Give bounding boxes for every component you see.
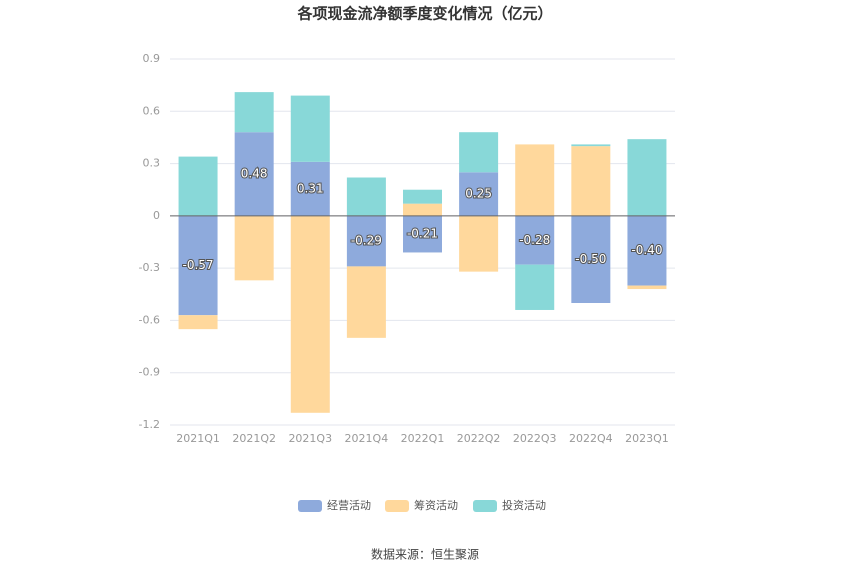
y-tick-label: -0.9 — [139, 366, 160, 379]
legend-swatch — [473, 500, 497, 512]
x-tick-label: 2022Q3 — [513, 432, 557, 445]
bar — [571, 144, 611, 147]
bar — [627, 215, 667, 286]
bar — [403, 189, 442, 204]
bar — [459, 132, 499, 173]
data-label: -0.21 — [407, 227, 438, 241]
bar — [515, 264, 555, 310]
bar — [403, 203, 442, 216]
bar — [346, 177, 386, 216]
x-tick-label: 2021Q1 — [176, 432, 220, 445]
legend-label: 投资活动 — [502, 498, 546, 512]
chart-title: 各项现金流净额季度变化情况（亿元） — [296, 5, 552, 23]
bar — [627, 139, 667, 216]
bar — [515, 144, 555, 216]
y-tick-label: -1.2 — [139, 418, 160, 431]
data-label: -0.28 — [519, 233, 550, 247]
bar — [346, 266, 386, 338]
y-tick-label: 0.6 — [143, 104, 161, 117]
bar — [459, 215, 499, 272]
bar — [234, 132, 274, 216]
x-tick-label: 2021Q3 — [288, 432, 332, 445]
y-tick-label: 0.9 — [143, 52, 161, 65]
bar — [571, 215, 611, 303]
bar — [515, 215, 555, 265]
legend-swatch — [385, 500, 409, 512]
bar — [627, 285, 667, 290]
bar — [403, 215, 442, 253]
x-tick-label: 2022Q4 — [569, 432, 613, 445]
data-label: -0.40 — [631, 243, 662, 257]
data-label: -0.29 — [351, 234, 382, 248]
bar — [290, 161, 330, 216]
legend-label: 筹资活动 — [414, 498, 458, 512]
y-tick-label: -0.6 — [139, 313, 160, 326]
bar — [234, 215, 274, 281]
data-label: -0.50 — [575, 252, 606, 266]
data-label: 0.31 — [297, 181, 324, 195]
data-label: 0.25 — [465, 187, 492, 201]
bar — [290, 215, 330, 413]
bar — [234, 92, 274, 133]
bar — [459, 172, 499, 216]
x-tick-label: 2022Q1 — [401, 432, 445, 445]
x-tick-label: 2023Q1 — [625, 432, 669, 445]
bar — [571, 146, 611, 216]
bar — [346, 215, 386, 267]
source: 数据来源：恒生聚源 — [371, 547, 479, 562]
data-label: 0.48 — [241, 167, 268, 181]
x-tick-label: 2021Q2 — [232, 432, 276, 445]
data-label: -0.57 — [183, 258, 214, 272]
bar — [178, 315, 218, 330]
y-tick-label: 0 — [153, 209, 160, 222]
x-tick-label: 2021Q4 — [345, 432, 389, 445]
y-tick-label: 0.3 — [143, 157, 161, 170]
bar — [178, 215, 218, 316]
y-tick-label: -0.3 — [139, 261, 160, 274]
x-tick-label: 2022Q2 — [457, 432, 501, 445]
legend-label: 经营活动 — [327, 498, 371, 512]
bar — [290, 95, 330, 162]
bar — [178, 156, 218, 216]
legend-swatch — [298, 500, 322, 512]
